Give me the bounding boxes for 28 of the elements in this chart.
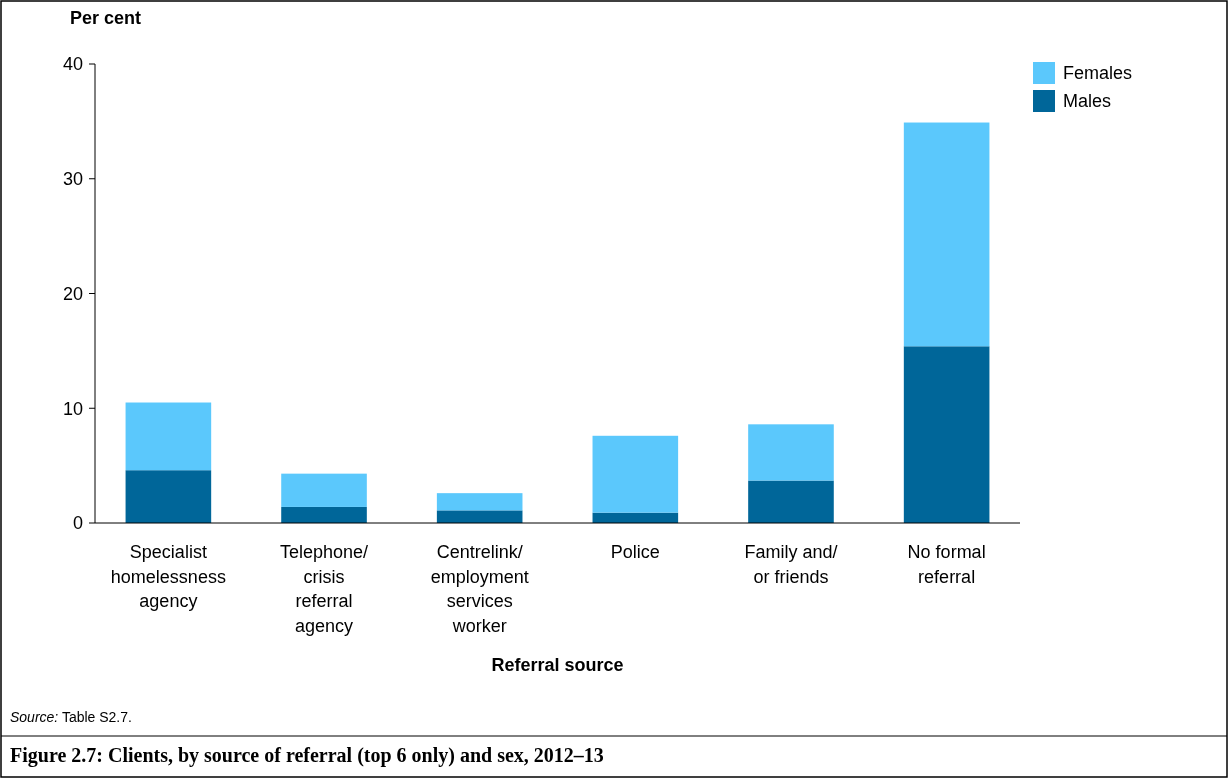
legend-label: Females xyxy=(1063,63,1133,84)
text: Figure 2.7: Clients, by source of referral (top 6 only) and sex, 2012–13 xyxy=(10,744,604,767)
y-axis-title: Per cent xyxy=(70,8,142,28)
bar xyxy=(592,435,679,513)
bar xyxy=(903,122,990,347)
x-tick-label: Family and/ or friends xyxy=(744,542,838,587)
x-tick-label: Police xyxy=(610,542,660,562)
bar xyxy=(281,473,367,507)
legend-label: Males xyxy=(1063,91,1112,112)
bar xyxy=(436,510,523,523)
bar xyxy=(903,346,990,523)
x-tick-label: Specialist homelessness agency xyxy=(110,542,226,611)
x-tick-label: Telephone/ crisis referral agency xyxy=(279,542,369,636)
y-tick-label: 30 xyxy=(62,169,83,190)
x-tick-label: No formal referral xyxy=(907,542,986,587)
bar xyxy=(748,424,834,481)
bar xyxy=(125,402,212,471)
bar xyxy=(125,470,212,523)
source-note: Source: Table S2.7. xyxy=(10,709,132,725)
y-tick-label: 40 xyxy=(62,54,83,75)
bar xyxy=(748,480,834,523)
x-axis-title: Referral source xyxy=(491,655,624,675)
y-tick-label: 0 xyxy=(72,513,83,534)
y-tick-label: 10 xyxy=(62,398,83,419)
x-tick-label: Centrelink/ employment services worker xyxy=(430,542,529,636)
y-tick-label: 20 xyxy=(62,283,83,304)
bar xyxy=(436,493,523,511)
bar xyxy=(281,506,367,523)
